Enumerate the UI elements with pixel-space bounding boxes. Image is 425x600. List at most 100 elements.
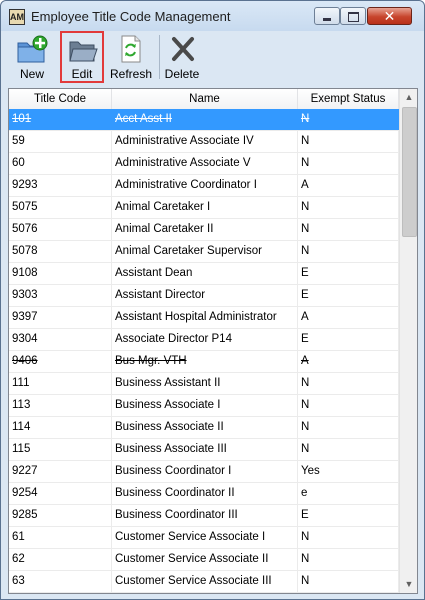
cell-exempt-status: N xyxy=(298,549,399,570)
cell-title-code: 114 xyxy=(9,417,112,438)
cell-name: Administrative Coordinator I xyxy=(112,175,298,196)
cell-name: Customer Service Associate I xyxy=(112,527,298,548)
new-folder-plus-icon xyxy=(17,35,48,63)
minimize-button[interactable] xyxy=(314,7,340,25)
cell-exempt-status: N xyxy=(298,439,399,460)
cell-exempt-status: N xyxy=(298,241,399,262)
table-row[interactable]: 114 Business Associate II N xyxy=(9,417,399,439)
table-row[interactable]: 9304 Associate Director P14 E xyxy=(9,329,399,351)
cell-title-code: 62 xyxy=(9,549,112,570)
new-button-label: New xyxy=(19,67,44,81)
cell-name: Business Assistant II xyxy=(112,373,298,394)
delete-button[interactable]: Delete xyxy=(162,33,202,83)
title-code-table[interactable]: Title Code Name Exempt Status 101 Acct As… xyxy=(8,88,418,594)
cell-exempt-status: N xyxy=(298,395,399,416)
table-row[interactable]: 9254 Business Coordinator II e xyxy=(9,483,399,505)
table-row[interactable]: 9108 Assistant Dean E xyxy=(9,263,399,285)
cell-exempt-status: A xyxy=(298,175,399,196)
cell-title-code: 5078 xyxy=(9,241,112,262)
window-title: Employee Title Code Management xyxy=(31,9,231,24)
cell-exempt-status: N xyxy=(298,197,399,218)
table-header: Title Code Name Exempt Status xyxy=(9,89,399,110)
cell-title-code: 9285 xyxy=(9,505,112,526)
cell-title-code: 59 xyxy=(9,131,112,152)
refresh-button[interactable]: Refresh xyxy=(108,33,154,83)
column-header-title-code[interactable]: Title Code xyxy=(9,89,112,109)
table-row[interactable]: 9406 Bus Mgr. VTH A xyxy=(9,351,399,373)
table-row[interactable]: 9227 Business Coordinator I Yes xyxy=(9,461,399,483)
column-header-exempt-status[interactable]: Exempt Status xyxy=(298,89,399,109)
cell-exempt-status: Yes xyxy=(298,461,399,482)
delete-x-icon xyxy=(172,37,194,61)
cell-name: Bus Mgr. VTH xyxy=(112,351,298,372)
delete-button-label: Delete xyxy=(164,67,200,81)
table-row[interactable]: 115 Business Associate III N xyxy=(9,439,399,461)
cell-exempt-status: N xyxy=(298,109,399,130)
new-button[interactable]: New xyxy=(12,33,52,83)
cell-exempt-status: N xyxy=(298,219,399,240)
app-icon: AM xyxy=(9,9,25,25)
column-header-name[interactable]: Name xyxy=(112,89,298,109)
cell-title-code: 5075 xyxy=(9,197,112,218)
cell-name: Associate Director P14 xyxy=(112,329,298,350)
table-row[interactable]: 5076 Animal Caretaker II N xyxy=(9,219,399,241)
cell-name: Business Associate I xyxy=(112,395,298,416)
table-row[interactable]: 101 Acct Asst II N xyxy=(9,109,399,131)
table-row[interactable]: 63 Customer Service Associate III N xyxy=(9,571,399,593)
maximize-icon xyxy=(348,12,359,22)
table-row[interactable]: 9303 Assistant Director E xyxy=(9,285,399,307)
close-button[interactable]: ✕ xyxy=(367,7,412,25)
vertical-scrollbar[interactable]: ▲ ▼ xyxy=(399,89,417,593)
cell-name: Administrative Associate IV xyxy=(112,131,298,152)
cell-title-code: 113 xyxy=(9,395,112,416)
title-bar[interactable]: AM Employee Title Code Management ✕ xyxy=(1,1,424,31)
table-row[interactable]: 59 Administrative Associate IV N xyxy=(9,131,399,153)
cell-name: Animal Caretaker II xyxy=(112,219,298,240)
cell-exempt-status: N xyxy=(298,417,399,438)
cell-name: Acct Asst II xyxy=(112,109,298,130)
cell-exempt-status: E xyxy=(298,329,399,350)
open-folder-icon xyxy=(69,41,98,62)
cell-exempt-status: N xyxy=(298,571,399,592)
cell-title-code: 61 xyxy=(9,527,112,548)
cell-title-code: 9293 xyxy=(9,175,112,196)
cell-name: Animal Caretaker Supervisor xyxy=(112,241,298,262)
table-row[interactable]: 5078 Animal Caretaker Supervisor N xyxy=(9,241,399,263)
cell-title-code: 9397 xyxy=(9,307,112,328)
edit-button[interactable]: Edit xyxy=(60,31,104,83)
refresh-button-label: Refresh xyxy=(109,67,153,81)
edit-button-label: Edit xyxy=(71,67,93,81)
cell-title-code: 9108 xyxy=(9,263,112,284)
cell-exempt-status: N xyxy=(298,527,399,548)
cell-exempt-status: E xyxy=(298,263,399,284)
toolbar: New Edit Refresh Delete xyxy=(8,31,418,85)
table-row[interactable]: 111 Business Assistant II N xyxy=(9,373,399,395)
table-row[interactable]: 62 Customer Service Associate II N xyxy=(9,549,399,571)
cell-title-code: 9303 xyxy=(9,285,112,306)
table-row[interactable]: 9285 Business Coordinator III E xyxy=(9,505,399,527)
cell-exempt-status: N xyxy=(298,373,399,394)
scroll-down-arrow-icon[interactable]: ▼ xyxy=(404,579,414,589)
cell-name: Assistant Hospital Administrator xyxy=(112,307,298,328)
cell-title-code: 101 xyxy=(9,109,112,130)
cell-title-code: 60 xyxy=(9,153,112,174)
refresh-page-icon xyxy=(121,35,141,63)
cell-exempt-status: N xyxy=(298,131,399,152)
cell-title-code: 9254 xyxy=(9,483,112,504)
maximize-button[interactable] xyxy=(340,7,366,25)
cell-name: Business Coordinator III xyxy=(112,505,298,526)
cell-title-code: 9227 xyxy=(9,461,112,482)
scroll-up-arrow-icon[interactable]: ▲ xyxy=(404,92,414,102)
cell-exempt-status: A xyxy=(298,307,399,328)
scrollbar-thumb[interactable] xyxy=(402,107,417,237)
minimize-icon xyxy=(323,18,331,21)
cell-title-code: 5076 xyxy=(9,219,112,240)
cell-exempt-status: N xyxy=(298,153,399,174)
table-row[interactable]: 9397 Assistant Hospital Administrator A xyxy=(9,307,399,329)
cell-name: Assistant Dean xyxy=(112,263,298,284)
